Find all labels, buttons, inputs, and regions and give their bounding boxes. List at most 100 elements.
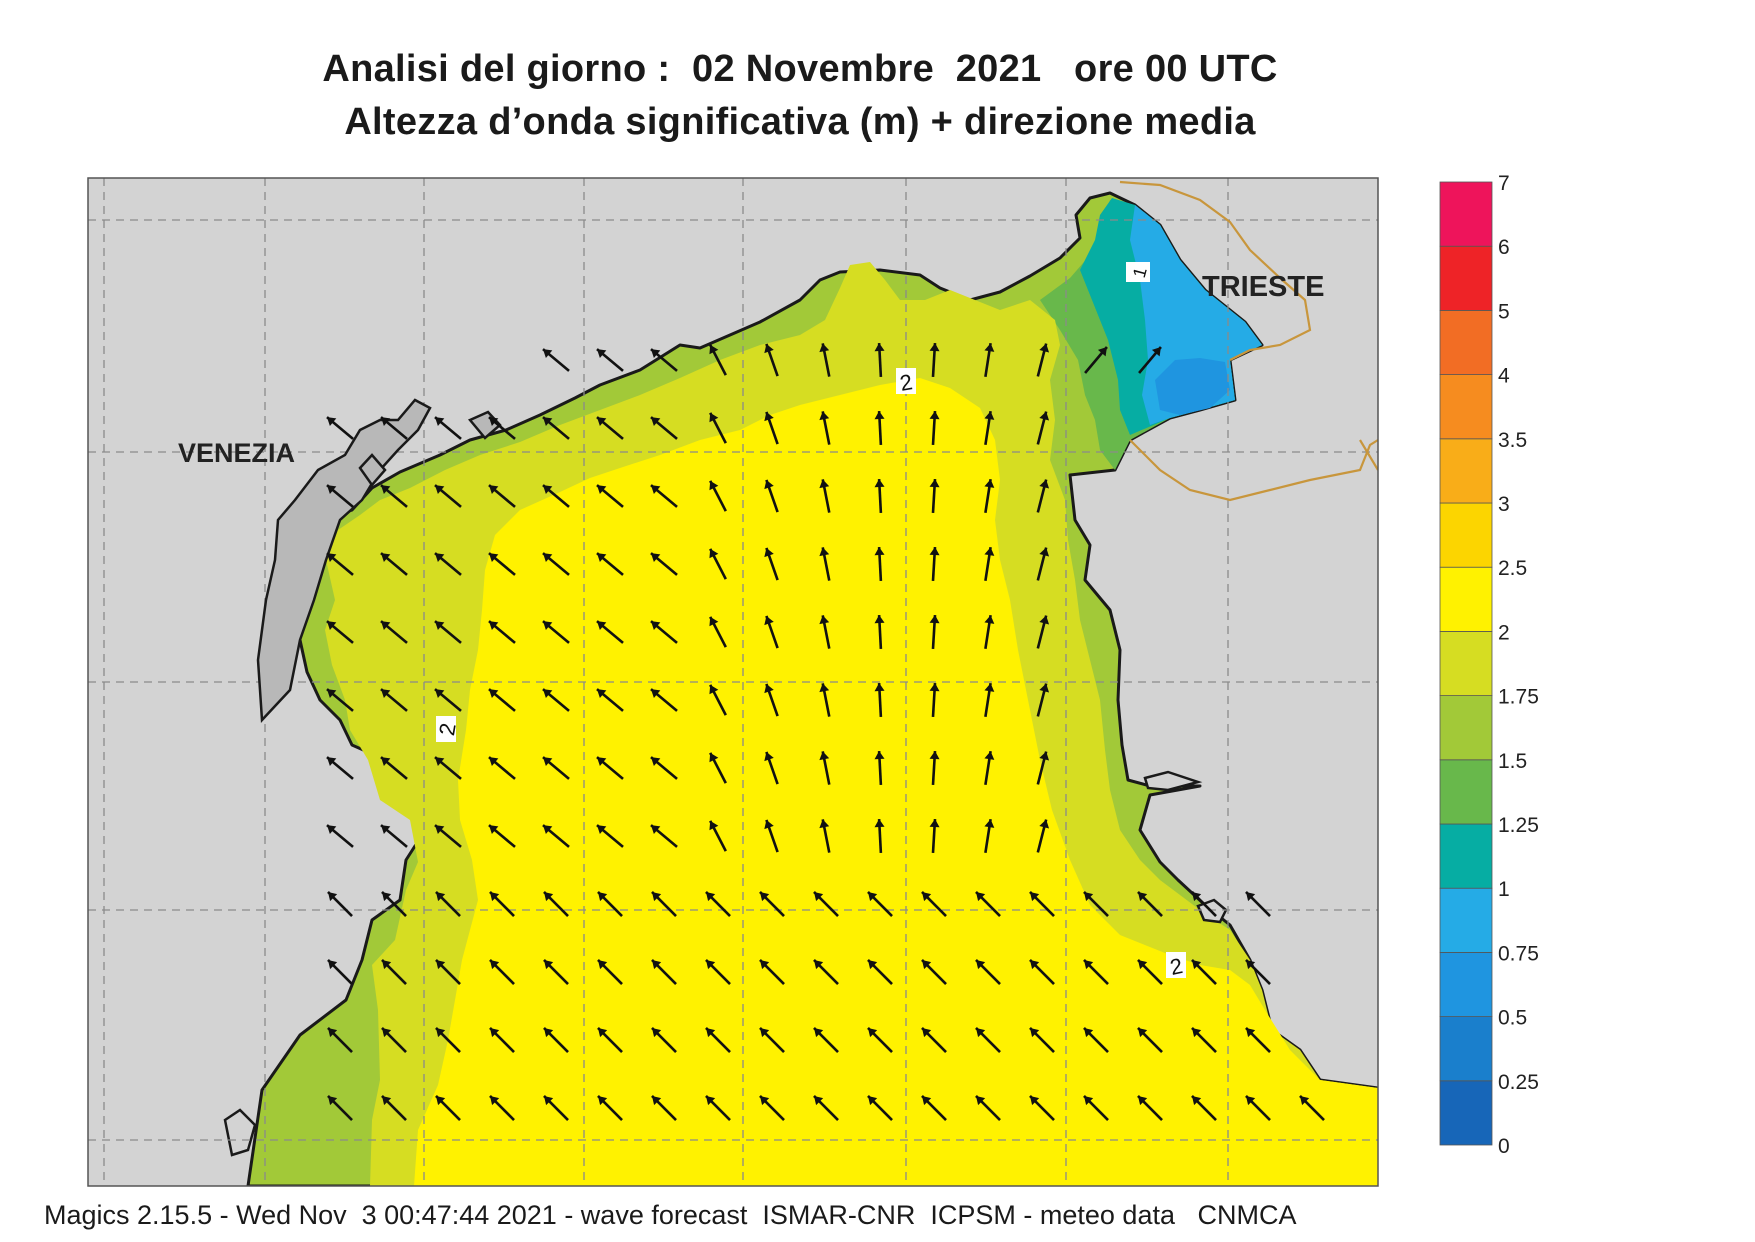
legend-swatch bbox=[1439, 181, 1493, 247]
wave-direction-arrow bbox=[488, 416, 516, 440]
wave-direction-arrow bbox=[929, 546, 940, 582]
wave-direction-arrow bbox=[921, 1027, 947, 1053]
wave-direction-arrow bbox=[1036, 343, 1050, 377]
wave-direction-arrow bbox=[764, 547, 779, 581]
wave-direction-arrows bbox=[326, 342, 1325, 1121]
wave-direction-arrow bbox=[542, 824, 570, 848]
wave-direction-arrow bbox=[1036, 751, 1050, 785]
wave-direction-arrow bbox=[1036, 547, 1050, 581]
wave-direction-arrow bbox=[867, 891, 893, 917]
wave-direction-arrow bbox=[984, 819, 995, 853]
legend-swatch bbox=[1439, 566, 1493, 632]
sea-band-0-75 bbox=[1130, 205, 1262, 425]
wave-direction-arrow bbox=[709, 480, 727, 512]
wave-direction-arrow bbox=[984, 343, 995, 377]
wave-direction-arrow bbox=[921, 891, 947, 917]
wave-direction-arrow bbox=[929, 750, 940, 786]
contour-label-1-ne: 1 bbox=[1129, 265, 1151, 280]
wave-direction-arrow bbox=[819, 343, 831, 377]
wave-direction-arrow bbox=[488, 756, 516, 780]
contour-label-2-south: 2 bbox=[1168, 953, 1185, 980]
wave-direction-arrow bbox=[929, 410, 940, 446]
wave-direction-arrow bbox=[651, 891, 677, 917]
wave-direction-arrow bbox=[813, 1095, 839, 1121]
wave-direction-arrow bbox=[596, 416, 624, 440]
wave-direction-arrow bbox=[434, 824, 462, 848]
wave-direction-arrow bbox=[1029, 891, 1055, 917]
wave-direction-arrow bbox=[326, 756, 354, 780]
legend-level-label: 1.75 bbox=[1498, 686, 1539, 709]
legend-swatch bbox=[1439, 887, 1493, 953]
legend-level-label: 0.75 bbox=[1498, 942, 1539, 965]
wave-direction-arrow bbox=[596, 756, 624, 780]
legend-level-label: 1.5 bbox=[1498, 750, 1527, 773]
wave-direction-arrow bbox=[1083, 1095, 1109, 1121]
contour-label-bg bbox=[436, 716, 456, 742]
legend-swatch bbox=[1439, 309, 1493, 375]
wave-direction-arrow bbox=[489, 1027, 515, 1053]
wave-direction-arrow bbox=[984, 683, 995, 717]
wave-direction-arrow bbox=[867, 959, 893, 985]
wave-direction-arrow bbox=[596, 552, 624, 576]
wave-direction-arrow bbox=[435, 891, 461, 917]
wave-direction-arrow bbox=[542, 756, 570, 780]
wave-direction-arrow bbox=[650, 824, 678, 848]
wave-direction-arrow bbox=[650, 688, 678, 712]
wave-direction-arrow bbox=[596, 484, 624, 508]
wave-direction-arrow bbox=[975, 1095, 1001, 1121]
wave-direction-arrow bbox=[326, 620, 354, 644]
wave-direction-arrow bbox=[1036, 683, 1050, 717]
wave-direction-arrow bbox=[874, 410, 885, 446]
wave-direction-arrow bbox=[1036, 819, 1050, 853]
wave-direction-arrow bbox=[709, 820, 727, 852]
wave-direction-arrow bbox=[813, 959, 839, 985]
contour-label-bg bbox=[896, 368, 916, 394]
wave-direction-arrow bbox=[874, 478, 885, 514]
wave-direction-arrow bbox=[597, 1027, 623, 1053]
wave-direction-arrow bbox=[434, 416, 462, 440]
wave-direction-arrow bbox=[975, 959, 1001, 985]
wave-direction-arrow bbox=[874, 614, 885, 650]
legend-swatch bbox=[1439, 1080, 1493, 1146]
wave-direction-arrow bbox=[435, 959, 461, 985]
wave-direction-arrow bbox=[1137, 891, 1163, 917]
wave-direction-arrow bbox=[874, 818, 885, 854]
wave-direction-arrow bbox=[929, 478, 940, 514]
wave-direction-arrow bbox=[650, 552, 678, 576]
wave-direction-arrow bbox=[819, 751, 831, 785]
title-line-2: Altezza d’onda significativa (m) + direz… bbox=[344, 101, 1256, 143]
wave-direction-arrow bbox=[867, 1027, 893, 1053]
legend-level-label: 5 bbox=[1498, 300, 1510, 323]
wave-direction-arrow bbox=[1245, 1027, 1271, 1053]
wave-direction-arrow bbox=[1245, 891, 1271, 917]
wave-direction-arrow bbox=[1137, 1027, 1163, 1053]
wave-direction-arrow bbox=[759, 1095, 785, 1121]
wave-direction-arrow bbox=[984, 411, 995, 445]
wave-direction-arrow bbox=[542, 348, 570, 372]
place-label-venezia: VENEZIA bbox=[178, 438, 295, 468]
wave-direction-arrow bbox=[326, 824, 354, 848]
wave-direction-arrow bbox=[596, 824, 624, 848]
wave-direction-arrow bbox=[1036, 411, 1050, 445]
wave-direction-arrow bbox=[488, 620, 516, 644]
wave-direction-arrow bbox=[764, 615, 779, 649]
wave-direction-arrow bbox=[764, 411, 779, 445]
wave-direction-arrow bbox=[381, 891, 407, 917]
wave-direction-arrow bbox=[759, 891, 785, 917]
wave-direction-arrow bbox=[380, 552, 408, 576]
legend-level-label: 1 bbox=[1498, 878, 1510, 901]
legend-level-label: 0.25 bbox=[1498, 1071, 1539, 1094]
wave-direction-arrow bbox=[1029, 1095, 1055, 1121]
wave-direction-arrow bbox=[813, 1027, 839, 1053]
wave-direction-arrow bbox=[380, 824, 408, 848]
wave-direction-arrow bbox=[929, 342, 940, 378]
wave-direction-arrow bbox=[709, 344, 727, 376]
wave-direction-arrow bbox=[488, 484, 516, 508]
wave-direction-arrow bbox=[1083, 891, 1109, 917]
wave-direction-arrow bbox=[597, 891, 623, 917]
wave-direction-arrow bbox=[1137, 1095, 1163, 1121]
wave-direction-arrow bbox=[1029, 959, 1055, 985]
color-legend: 0 0.25 0.5 0.75 1 1.25 1.5 1.75 2 2.5 3 3.5 4 5 6 7 bbox=[1439, 172, 1539, 1158]
wave-direction-arrow bbox=[921, 1095, 947, 1121]
